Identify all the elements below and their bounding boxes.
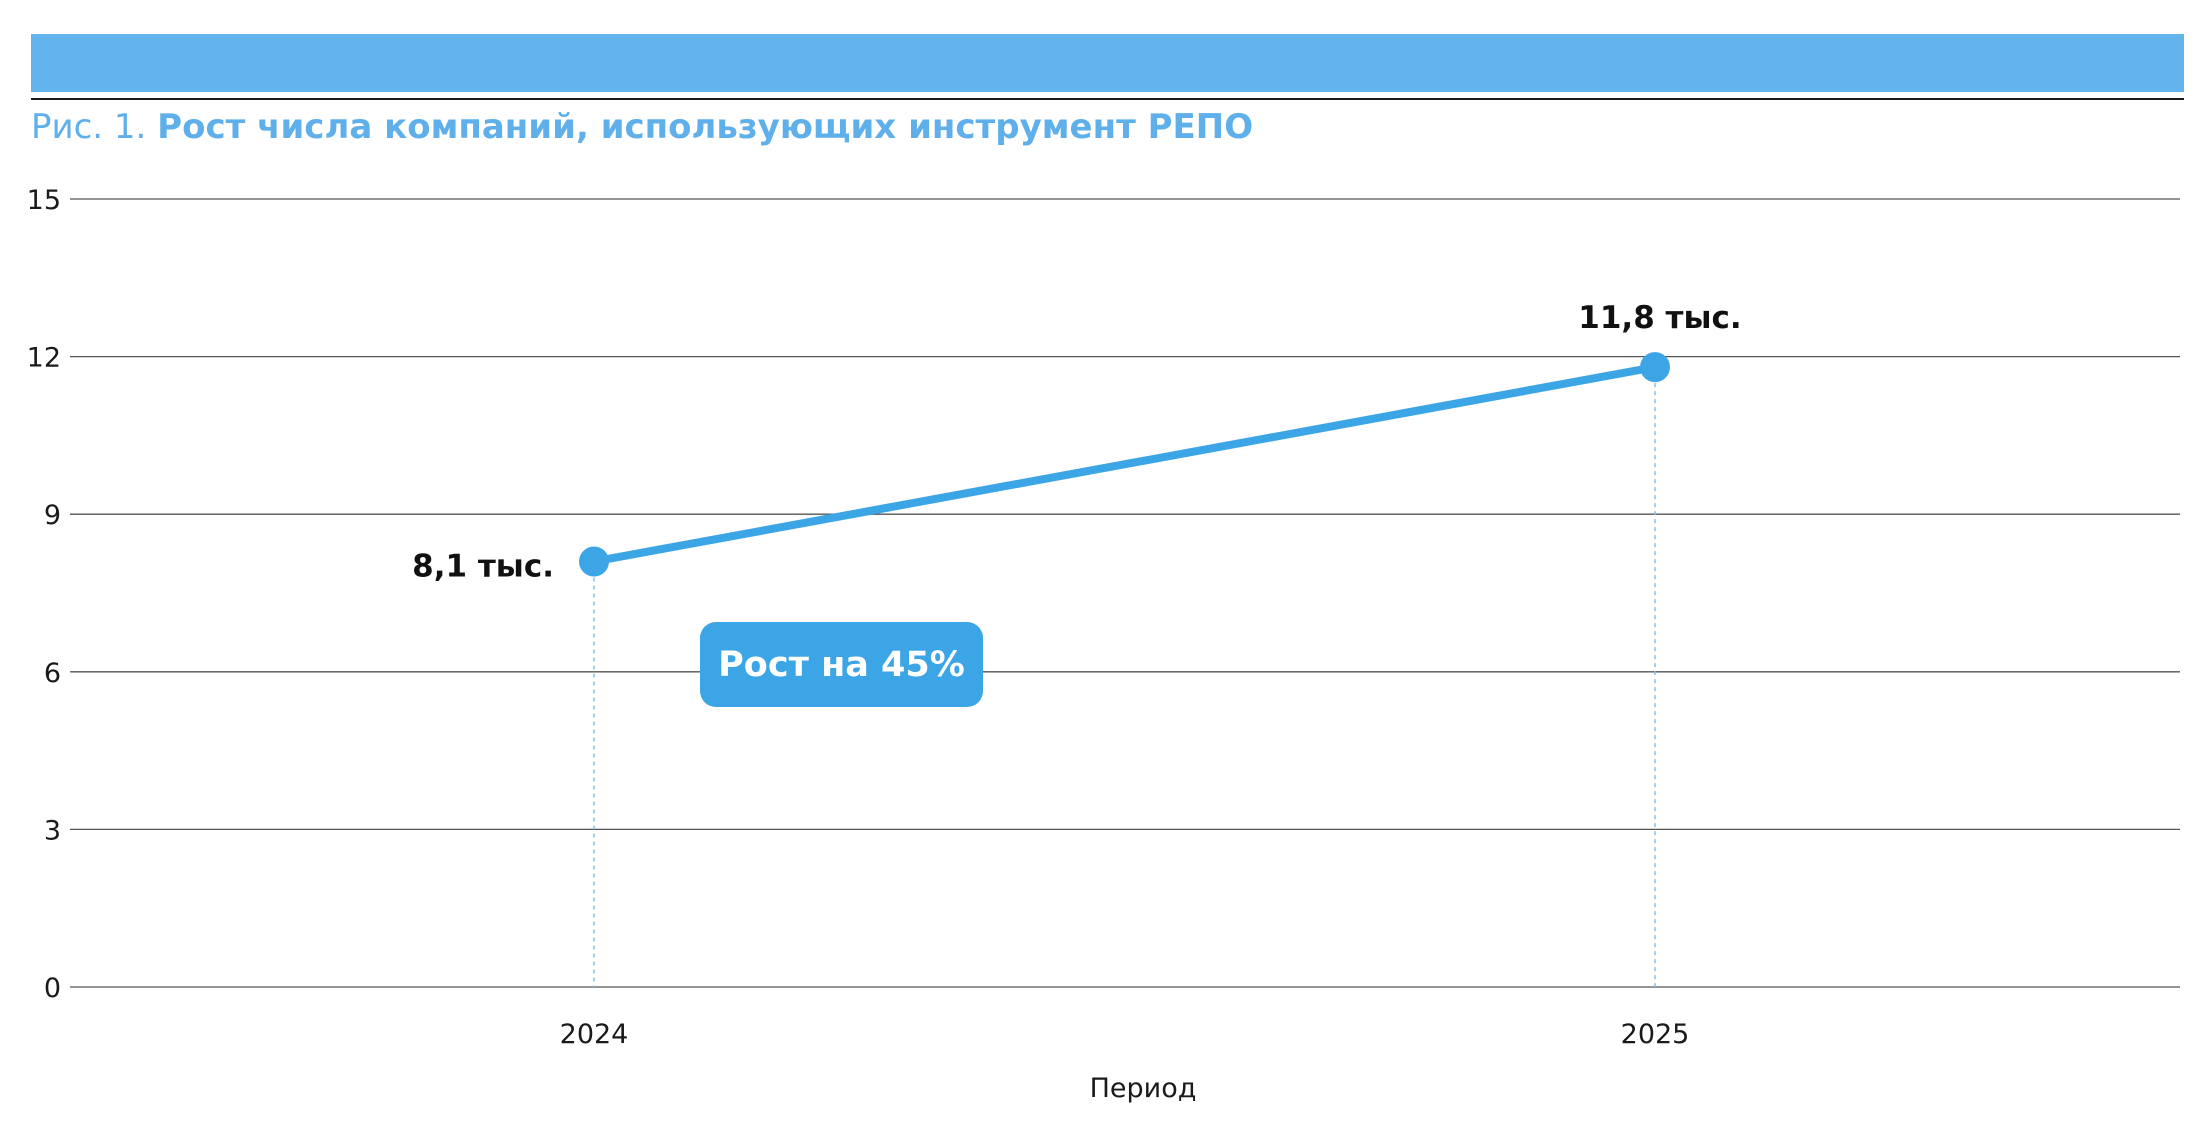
y-tick-label: 12 bbox=[27, 343, 61, 374]
data-point-2025 bbox=[1640, 352, 1670, 383]
header-band bbox=[31, 34, 2184, 92]
drop-lines bbox=[593, 367, 1656, 987]
data-label-2024: 8,1 тыс. bbox=[412, 548, 554, 584]
y-tick-label: 6 bbox=[44, 658, 61, 689]
x-axis-title: Период bbox=[1090, 1073, 1197, 1104]
data-point-2024 bbox=[579, 546, 609, 577]
caption-prefix: Рис. 1. bbox=[31, 107, 147, 147]
header-rule bbox=[31, 98, 2184, 100]
series-lines bbox=[590, 363, 1659, 566]
x-axis-ticks: 2024 2025 bbox=[560, 1019, 1690, 1050]
y-axis-ticks: 0 3 6 9 12 15 bbox=[27, 185, 61, 1004]
chart-title: Рост числа компаний, использующих инстру… bbox=[157, 107, 1254, 147]
data-points bbox=[579, 352, 1670, 577]
x-tick-label: 2025 bbox=[1621, 1019, 1690, 1050]
y-tick-label: 3 bbox=[44, 815, 61, 846]
growth-annotation-badge: Рост на 45% bbox=[700, 622, 983, 707]
x-tick-label: 2024 bbox=[560, 1019, 629, 1050]
data-labels: 8,1 тыс. 11,8 тыс. bbox=[412, 300, 1742, 584]
gridlines bbox=[70, 198, 2180, 988]
figure-caption: Рис. 1. Рост числа компаний, использующи… bbox=[31, 105, 1253, 149]
series-line bbox=[590, 363, 1659, 566]
y-tick-label: 15 bbox=[27, 185, 61, 216]
data-label-2025: 11,8 тыс. bbox=[1578, 300, 1741, 336]
y-tick-label: 0 bbox=[44, 973, 61, 1004]
y-tick-label: 9 bbox=[44, 500, 61, 531]
